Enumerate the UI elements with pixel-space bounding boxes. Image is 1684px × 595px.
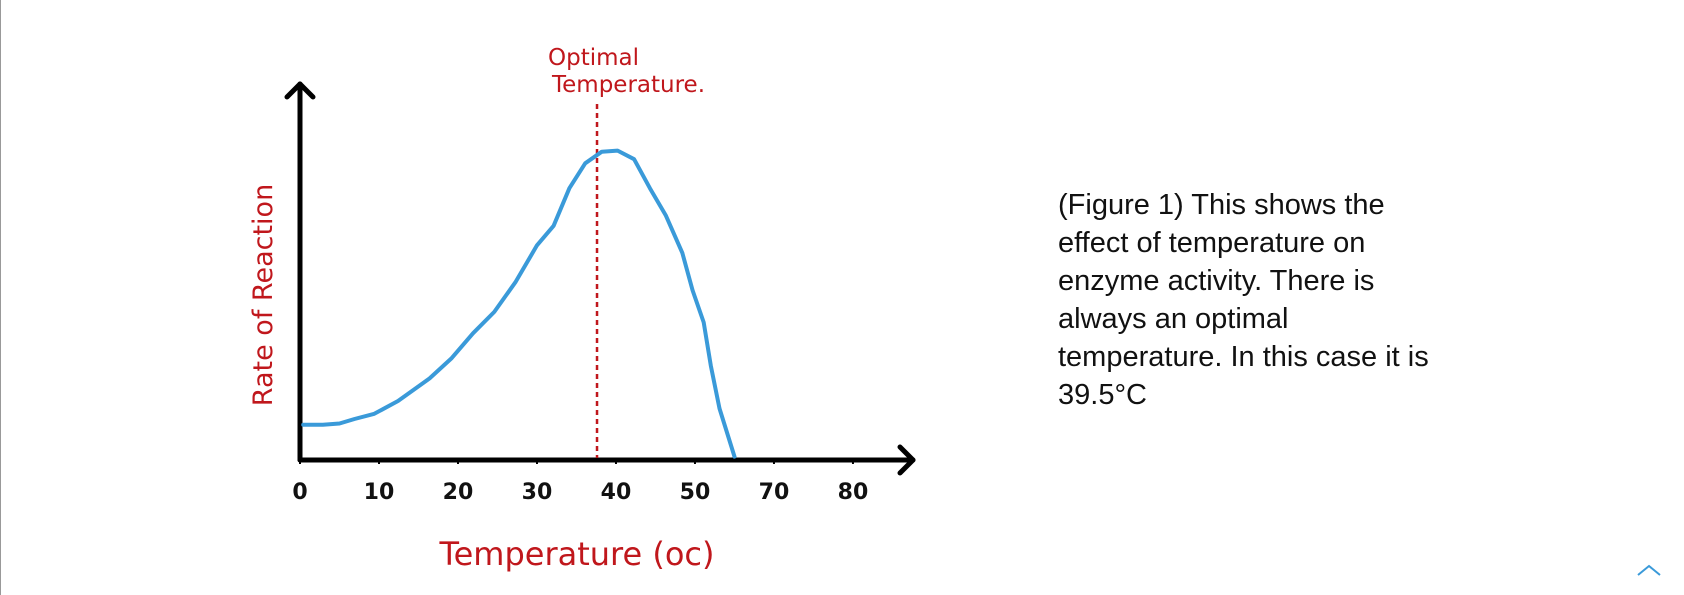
x-tick-label: 10 <box>364 480 395 505</box>
caption: (Figure 1) This shows the effect of tempe… <box>1058 186 1429 414</box>
annotation-text: Optimal <box>548 45 639 71</box>
caption-line: always an optimal <box>1058 303 1289 335</box>
x-tick-label: 50 <box>680 480 711 505</box>
caption-line: temperature. In this case it is <box>1058 341 1429 373</box>
caption-line: (Figure 1) This shows the <box>1058 189 1385 221</box>
x-tick-label: 30 <box>522 480 553 505</box>
y-axis-arrow <box>284 81 316 100</box>
x-axis-label: Temperature (oc) <box>438 535 714 573</box>
x-tick-label: 40 <box>601 480 632 505</box>
y-axis-label: Rate of Reaction <box>248 184 279 406</box>
x-tick-label: 70 <box>759 480 790 505</box>
x-tick-label: 0 <box>292 480 307 505</box>
scroll-up-icon[interactable] <box>1637 564 1661 576</box>
line <box>301 148 737 459</box>
annotation-text: Temperature. <box>551 72 705 98</box>
caption-line: effect of temperature on <box>1058 227 1366 259</box>
x-tick-label: 20 <box>443 480 474 505</box>
caption-line: 39.5°C <box>1058 379 1147 411</box>
x-tick-label: 80 <box>838 480 869 505</box>
x-axis-arrow <box>897 444 916 476</box>
caption-line: enzyme activity. There is <box>1058 265 1375 297</box>
